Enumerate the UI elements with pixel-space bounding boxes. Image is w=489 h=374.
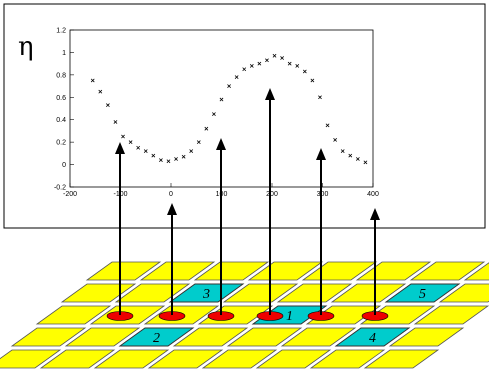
grid-cell	[413, 305, 489, 325]
x-tick-label: 400	[367, 191, 379, 198]
data-point	[128, 140, 133, 145]
grid-cell	[409, 261, 486, 281]
plot-panel	[3, 3, 486, 229]
arrow	[216, 138, 226, 315]
data-points	[90, 53, 368, 165]
y-tick-label: 0.6	[56, 95, 66, 102]
grid-cell	[388, 327, 465, 347]
data-point	[219, 97, 224, 102]
data-point	[302, 69, 307, 74]
data-point	[159, 158, 163, 162]
grid-cell	[10, 327, 87, 347]
y-tick-label: 0.2	[56, 140, 66, 147]
grid-cell	[93, 349, 170, 369]
y-tick-label: 1.2	[56, 28, 66, 35]
cell-number: 1	[286, 309, 293, 324]
grid-cell	[255, 349, 332, 369]
data-point	[363, 160, 368, 165]
cell-number: 4	[369, 331, 376, 346]
data-point	[333, 138, 338, 142]
cell-number: 2	[153, 331, 160, 346]
data-point	[151, 153, 156, 158]
data-point	[105, 103, 110, 108]
highlighted-cell	[334, 327, 411, 347]
data-point	[196, 140, 201, 145]
y-tick-label: 0	[62, 162, 66, 169]
data-point	[204, 126, 209, 131]
grid-cell	[0, 349, 62, 369]
y-tick-label: 0.4	[56, 117, 66, 124]
grid-cell	[247, 261, 324, 281]
grid-cell	[226, 327, 303, 347]
highlighted-cell	[384, 283, 461, 303]
x-tick-label: 300	[317, 191, 329, 198]
y-tick-labels: 1.2 1 0.8 0.6 0.4 0.2 0 -0.2	[54, 28, 74, 192]
highlighted-cell	[168, 283, 245, 303]
data-point	[348, 153, 353, 158]
grid-cell	[172, 327, 249, 347]
x-tick-label: 200	[266, 191, 278, 198]
data-point	[340, 149, 345, 153]
grid-cell	[330, 283, 407, 303]
data-point	[280, 56, 284, 60]
data-point	[212, 112, 216, 116]
data-point	[318, 95, 322, 100]
arrow	[316, 148, 326, 315]
data-point	[265, 58, 269, 63]
data-point	[143, 149, 148, 153]
data-point	[272, 53, 277, 58]
x-tick-label: 0	[169, 191, 173, 198]
grid-cell	[85, 261, 162, 281]
grid-cell	[193, 261, 270, 281]
data-point	[287, 61, 292, 66]
data-point	[242, 67, 247, 72]
grid-cell	[463, 262, 489, 281]
data-point	[189, 149, 194, 153]
grid-cell	[39, 349, 116, 369]
data-point	[325, 123, 330, 128]
arrow	[167, 203, 177, 315]
data-point	[257, 61, 262, 66]
data-point	[310, 78, 315, 83]
grid-cell	[139, 261, 216, 281]
arrows	[115, 88, 380, 315]
grid-cell	[35, 305, 112, 325]
cell-number: 5	[419, 287, 426, 302]
data-point	[174, 157, 178, 161]
y-tick-label: -0.2	[54, 185, 66, 192]
pad-grid	[0, 261, 489, 369]
arrow	[115, 142, 125, 315]
y-tick-label: 1	[62, 50, 66, 57]
data-point	[234, 75, 239, 79]
grid-cell	[201, 349, 278, 369]
grid-cell	[222, 283, 299, 303]
y-tick-label: 0.8	[56, 72, 66, 79]
arrow	[265, 88, 275, 315]
data-point	[166, 159, 171, 164]
eta-symbol: η	[18, 32, 34, 62]
grid-cell	[280, 327, 357, 347]
grid-cell	[309, 349, 386, 369]
x-tick-label: -200	[63, 191, 77, 198]
data-point	[121, 134, 125, 139]
grid-cell	[147, 349, 224, 369]
data-point	[90, 78, 95, 83]
grid-cell	[64, 327, 141, 347]
data-point	[355, 157, 360, 161]
cell-number: 3	[202, 287, 210, 302]
grid-cell	[363, 349, 440, 369]
grid-cell	[438, 283, 489, 303]
highlighted-cell	[118, 327, 195, 347]
arrow	[370, 208, 380, 315]
data-point	[98, 89, 103, 94]
data-point	[181, 154, 186, 159]
grid-cell	[276, 283, 353, 303]
data-point	[249, 64, 254, 68]
data-point	[113, 120, 118, 124]
data-point	[295, 64, 300, 68]
data-point	[227, 84, 231, 88]
data-point	[136, 145, 141, 150]
